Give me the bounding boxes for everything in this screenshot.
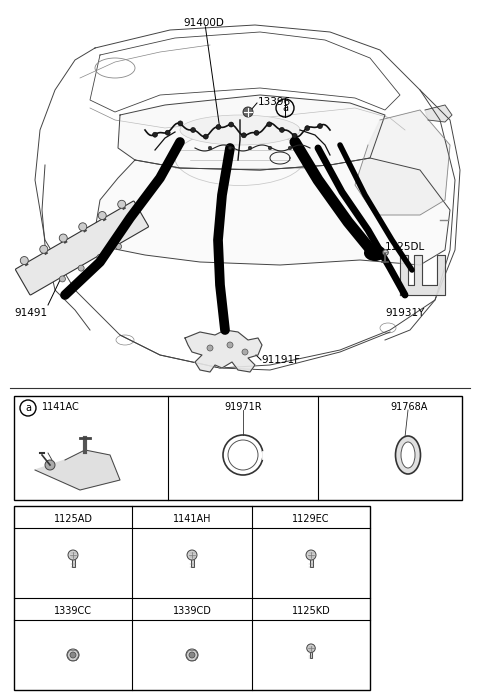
Circle shape bbox=[118, 200, 126, 208]
Circle shape bbox=[60, 276, 65, 282]
Bar bbox=[14, 506, 370, 690]
Ellipse shape bbox=[364, 245, 386, 261]
Circle shape bbox=[292, 133, 297, 139]
Circle shape bbox=[248, 146, 252, 150]
Circle shape bbox=[227, 342, 233, 348]
Circle shape bbox=[59, 234, 67, 242]
Text: a: a bbox=[282, 103, 288, 113]
Circle shape bbox=[279, 127, 285, 132]
Text: 91400D: 91400D bbox=[183, 18, 224, 28]
Circle shape bbox=[268, 146, 272, 150]
Circle shape bbox=[307, 644, 315, 652]
Bar bbox=[14, 396, 462, 500]
Polygon shape bbox=[425, 105, 452, 122]
Text: 1125AD: 1125AD bbox=[53, 514, 93, 524]
Circle shape bbox=[243, 107, 253, 117]
Text: a: a bbox=[25, 403, 31, 413]
Text: 1141AH: 1141AH bbox=[173, 514, 211, 524]
Circle shape bbox=[68, 550, 78, 560]
Circle shape bbox=[165, 130, 170, 135]
Text: 1339CC: 1339CC bbox=[54, 606, 92, 616]
Text: 91931Y: 91931Y bbox=[385, 308, 424, 318]
Circle shape bbox=[116, 244, 121, 250]
Circle shape bbox=[242, 349, 248, 355]
Polygon shape bbox=[118, 95, 385, 170]
Circle shape bbox=[207, 345, 213, 351]
Polygon shape bbox=[185, 330, 262, 372]
Bar bbox=[310, 551, 312, 567]
Circle shape bbox=[241, 133, 246, 138]
Circle shape bbox=[20, 257, 28, 264]
Circle shape bbox=[178, 121, 183, 126]
Circle shape bbox=[153, 132, 157, 137]
Circle shape bbox=[208, 146, 212, 150]
Polygon shape bbox=[95, 158, 450, 265]
Circle shape bbox=[189, 652, 195, 658]
Circle shape bbox=[317, 124, 323, 129]
Circle shape bbox=[191, 127, 195, 132]
Circle shape bbox=[203, 134, 208, 139]
Bar bbox=[191, 551, 193, 567]
Text: 91491: 91491 bbox=[14, 308, 47, 318]
Circle shape bbox=[228, 122, 234, 127]
Circle shape bbox=[306, 550, 316, 560]
FancyBboxPatch shape bbox=[15, 201, 148, 295]
Circle shape bbox=[79, 223, 87, 231]
Text: 91971R: 91971R bbox=[224, 402, 262, 412]
Circle shape bbox=[70, 652, 76, 658]
Circle shape bbox=[228, 146, 232, 150]
Bar bbox=[72, 551, 74, 567]
Circle shape bbox=[216, 125, 221, 129]
Circle shape bbox=[97, 254, 103, 260]
Polygon shape bbox=[35, 450, 120, 490]
Text: 1129EC: 1129EC bbox=[292, 514, 330, 524]
Text: 13396: 13396 bbox=[258, 97, 291, 107]
Circle shape bbox=[254, 130, 259, 135]
Ellipse shape bbox=[396, 436, 420, 474]
Text: 91768A: 91768A bbox=[390, 402, 427, 412]
Circle shape bbox=[288, 146, 292, 150]
Circle shape bbox=[98, 212, 106, 219]
Circle shape bbox=[78, 265, 84, 271]
Circle shape bbox=[67, 649, 79, 661]
Text: 91191F: 91191F bbox=[261, 355, 300, 365]
Circle shape bbox=[45, 460, 55, 470]
Text: 1141AC: 1141AC bbox=[42, 402, 80, 412]
Ellipse shape bbox=[180, 115, 300, 145]
Polygon shape bbox=[355, 110, 450, 215]
Polygon shape bbox=[400, 255, 445, 295]
Circle shape bbox=[187, 550, 197, 560]
Circle shape bbox=[40, 245, 48, 253]
Text: 1125KD: 1125KD bbox=[292, 606, 330, 616]
Ellipse shape bbox=[401, 442, 415, 468]
Circle shape bbox=[228, 440, 258, 470]
Bar bbox=[310, 644, 312, 658]
Circle shape bbox=[186, 649, 198, 661]
Circle shape bbox=[267, 122, 272, 127]
Circle shape bbox=[305, 126, 310, 131]
Text: 1339CD: 1339CD bbox=[173, 606, 211, 616]
Text: 1125DL: 1125DL bbox=[385, 242, 425, 252]
